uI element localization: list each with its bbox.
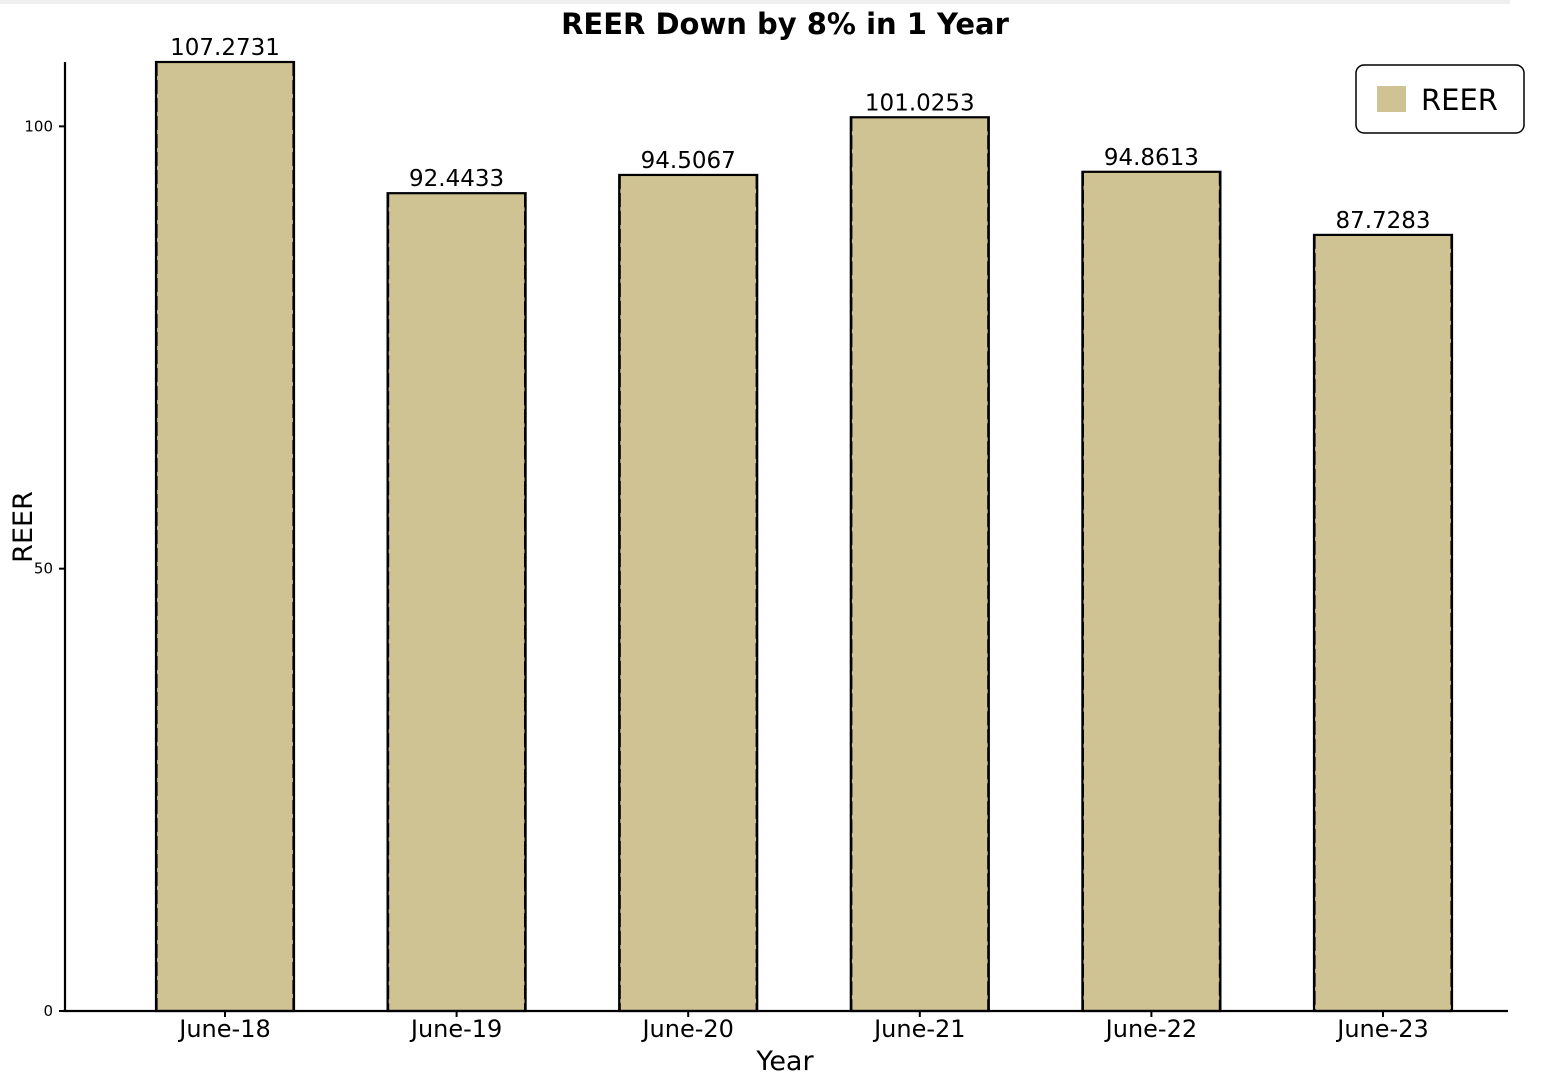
legend-swatch — [1377, 86, 1406, 112]
axes-layer: 0 50 100 — [24, 62, 1508, 1020]
x-axis-label: Year — [755, 1046, 814, 1077]
bar-june-20 — [618, 173, 759, 1013]
bar-value-label: 94.8613 — [1104, 145, 1199, 171]
top-strip — [0, 0, 1510, 4]
bar-value-label: 101.0253 — [865, 90, 975, 116]
x-tick-label: June-19 — [409, 1015, 502, 1043]
y-tick-label: 50 — [34, 560, 53, 578]
legend-frame — [1355, 64, 1525, 134]
bars-layer — [154, 60, 1454, 1013]
x-tick-label: June-23 — [1335, 1015, 1428, 1043]
bar-value-label: 107.2731 — [170, 35, 280, 61]
bar-value-label: 94.5067 — [641, 148, 736, 174]
value-labels-layer: 107.2731 92.4433 94.5067 101.0253 94.8613 87.… — [170, 35, 1430, 234]
legend: REER — [1355, 64, 1525, 134]
chart-title: REER Down by 8% in 1 Year — [561, 7, 1010, 41]
bar-june-23 — [1312, 233, 1454, 1013]
x-tick-label: June-20 — [640, 1015, 733, 1043]
x-tick-label: June-18 — [177, 1015, 270, 1043]
bar-june-22 — [1081, 170, 1222, 1013]
x-tick-label: June-22 — [1104, 1015, 1197, 1043]
y-axis-label: REER — [8, 491, 39, 563]
bar-june-19 — [386, 192, 527, 1013]
bar-value-label: 87.7283 — [1335, 208, 1430, 234]
y-tick-label: 0 — [43, 1002, 53, 1020]
bar-june-21 — [849, 116, 990, 1013]
x-tick-label: June-21 — [872, 1015, 965, 1043]
y-tick-label: 100 — [24, 117, 53, 135]
bar-june-18 — [154, 60, 296, 1013]
bar-value-label: 92.4433 — [409, 166, 504, 192]
category-labels-layer: June-18 June-19 June-20 June-21 June-22 June-… — [177, 1015, 1428, 1043]
legend-label: REER — [1421, 83, 1498, 117]
